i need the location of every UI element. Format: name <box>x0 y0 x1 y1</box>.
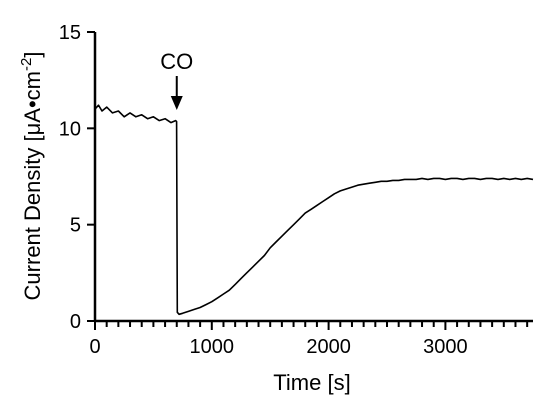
y-axis-ticks: 0 5 10 15 <box>59 22 95 333</box>
x-axis-ticks: 0 1000 2000 3000 <box>89 321 529 358</box>
x-tick-label: 3000 <box>423 336 468 358</box>
y-tick-label: 5 <box>70 215 81 237</box>
y-tick-label: 0 <box>70 311 81 333</box>
co-annotation: CO <box>160 49 193 110</box>
plot-area <box>94 104 534 316</box>
y-axis-title-main: Current Density [μA•cm <box>20 71 45 300</box>
y-axis-title: Current Density [μA•cm-2] <box>18 52 45 301</box>
y-axis-title-close: ] <box>20 52 45 58</box>
co-arrow-icon <box>170 96 183 110</box>
co-annotation-label: CO <box>160 49 193 74</box>
x-tick-label: 1000 <box>190 336 235 358</box>
y-axis-title-superscript: -2 <box>18 58 35 71</box>
y-tick-label: 15 <box>59 22 81 44</box>
x-tick-label: 0 <box>89 336 100 358</box>
x-axis-title: Time [s] <box>273 370 350 395</box>
series-line <box>94 104 534 316</box>
x-tick-label: 2000 <box>306 336 351 358</box>
y-tick-label: 10 <box>59 118 81 140</box>
